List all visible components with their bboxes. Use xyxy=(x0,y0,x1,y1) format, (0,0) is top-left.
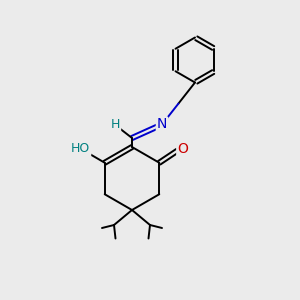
Text: H: H xyxy=(111,118,120,131)
Text: N: N xyxy=(157,118,167,131)
Text: HO: HO xyxy=(71,142,90,155)
Text: O: O xyxy=(177,142,188,156)
